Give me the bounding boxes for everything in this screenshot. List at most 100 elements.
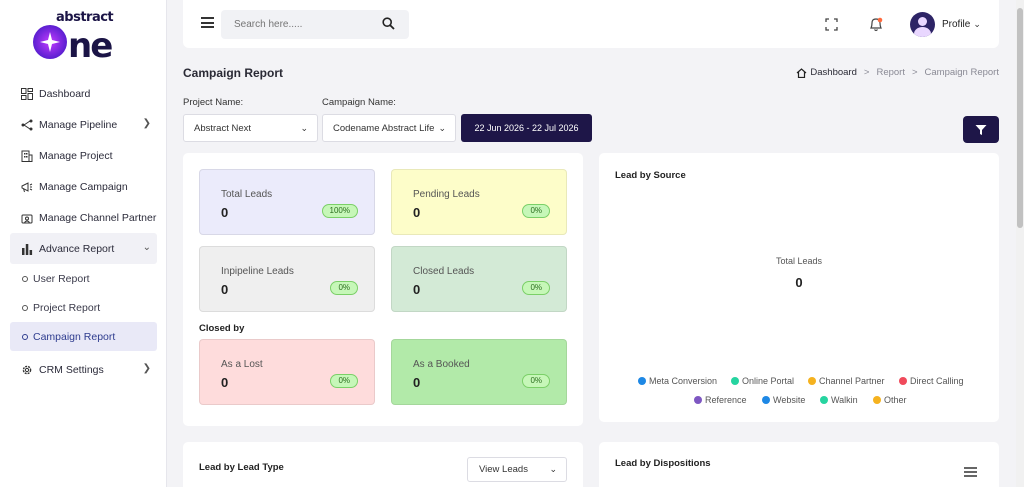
legend-dot	[762, 396, 770, 404]
stat-card-inpipeline-leads[interactable]: Inpipeline Leads 0 0%	[199, 246, 375, 312]
page-scrollbar[interactable]	[1016, 0, 1024, 487]
breadcrumb-item[interactable]: Report	[876, 67, 905, 78]
stat-percent-badge: 0%	[522, 204, 550, 218]
lead-by-dispositions-title: Lead by Dispositions	[615, 458, 711, 469]
legend-label: Walkin	[831, 395, 858, 405]
stat-card-booked[interactable]: As a Booked 0 0%	[391, 339, 567, 405]
stat-value: 0	[221, 282, 229, 297]
project-select[interactable]: Abstract Next ⌄	[183, 114, 318, 142]
search-input[interactable]	[221, 10, 371, 39]
lead-by-dispositions-panel	[599, 442, 999, 487]
notification-bell-icon[interactable]	[869, 17, 883, 35]
stat-label: Total Leads	[221, 189, 273, 200]
stat-percent-badge: 0%	[522, 281, 550, 295]
sidebar-subitem-label: User Report	[33, 272, 90, 285]
building-icon	[20, 149, 33, 162]
sidebar-subitem-user-report[interactable]: User Report	[10, 264, 157, 293]
stat-card-lost[interactable]: As a Lost 0 0%	[199, 339, 375, 405]
fullscreen-icon[interactable]	[825, 18, 838, 34]
brand-logo[interactable]: abstract ne	[30, 8, 140, 63]
legend-dot	[694, 396, 702, 404]
sidebar-subitem-label: Project Report	[33, 301, 101, 314]
legend-dot	[808, 377, 816, 385]
home-icon	[797, 67, 807, 78]
legend-item[interactable]: Channel Partner	[808, 376, 885, 386]
legend-dot	[820, 396, 828, 404]
chevron-right-icon: ❯	[142, 363, 151, 374]
legend-label: Website	[773, 395, 806, 405]
sidebar-item-manage-pipeline[interactable]: Manage Pipeline ❯	[10, 109, 157, 140]
gear-icon	[20, 363, 33, 376]
stat-percent-badge: 0%	[522, 374, 550, 388]
stat-label: As a Booked	[413, 359, 470, 370]
stat-card-closed-leads[interactable]: Closed Leads 0 0%	[391, 246, 567, 312]
campaign-name-label: Campaign Name:	[322, 97, 396, 108]
dashboard-icon	[20, 87, 33, 100]
scrollbar-thumb[interactable]	[1017, 8, 1023, 228]
sidebar-item-label: Manage Campaign	[39, 180, 128, 193]
legend-label: Direct Calling	[910, 376, 964, 386]
lead-by-type-title: Lead by Lead Type	[199, 462, 284, 473]
view-leads-label: View Leads	[479, 464, 528, 475]
stat-label: Pending Leads	[413, 189, 480, 200]
chevron-down-icon: ⌄	[142, 242, 151, 253]
legend-item[interactable]: Online Portal	[731, 376, 794, 386]
legend-item[interactable]: Meta Conversion	[638, 376, 717, 386]
legend-label: Online Portal	[742, 376, 795, 386]
profile-label: Profile	[942, 19, 971, 30]
bullet-icon	[22, 333, 28, 340]
legend-item[interactable]: Walkin	[820, 395, 858, 405]
filter-button[interactable]	[963, 116, 999, 143]
legend-item[interactable]: Other	[873, 395, 907, 405]
stat-value: 0	[413, 205, 421, 220]
lead-by-source-title: Lead by Source	[615, 170, 686, 181]
sidebar-item-manage-campaign[interactable]: Manage Campaign	[10, 171, 157, 202]
stat-label: Closed Leads	[413, 266, 475, 277]
sidebar-item-label: CRM Settings	[39, 363, 104, 376]
stat-percent-badge: 0%	[330, 374, 358, 388]
topbar: Profile ⌄	[183, 0, 999, 48]
handshake-icon	[20, 211, 33, 224]
sidebar-item-label: Manage Channel Partner	[39, 211, 157, 224]
view-leads-select[interactable]: View Leads ⌄	[467, 457, 567, 482]
sidebar-item-manage-channel-partner[interactable]: Manage Channel Partner	[10, 202, 157, 233]
donut-center-label: Total Leads	[775, 256, 823, 266]
sidebar-item-label: Advance Report	[39, 242, 115, 255]
sidebar-subitem-campaign-report[interactable]: Campaign Report	[10, 322, 157, 351]
breadcrumb-item: Campaign Report	[924, 67, 999, 78]
legend-item[interactable]: Direct Calling	[899, 376, 964, 386]
search-box	[221, 10, 409, 39]
sidebar-subitem-project-report[interactable]: Project Report	[10, 293, 157, 322]
legend-item[interactable]: Website	[762, 395, 805, 405]
legend-item[interactable]: Reference	[694, 395, 747, 405]
lead-by-source-panel	[599, 153, 999, 422]
sidebar-item-manage-project[interactable]: Manage Project	[10, 140, 157, 171]
stat-value: 0	[413, 282, 421, 297]
sidebar-item-dashboard[interactable]: Dashboard	[10, 78, 157, 109]
svg-text:ne: ne	[68, 26, 112, 63]
page-title: Campaign Report	[183, 66, 284, 80]
sidebar-nav: Dashboard Manage Pipeline ❯ Manage Proje…	[10, 78, 157, 385]
stat-value: 0	[221, 205, 229, 220]
search-icon[interactable]	[382, 17, 395, 33]
avatar	[910, 12, 935, 37]
chevron-down-icon: ⌄	[549, 464, 557, 474]
pipeline-icon	[20, 118, 33, 131]
stat-label: Inpipeline Leads	[221, 266, 294, 277]
legend-dot	[873, 396, 881, 404]
stat-card-total-leads[interactable]: Total Leads 0 100%	[199, 169, 375, 235]
profile-menu[interactable]: Profile ⌄	[910, 12, 981, 37]
breadcrumb-home[interactable]: Dashboard	[796, 67, 857, 78]
menu-toggle-icon[interactable]	[201, 17, 214, 28]
stat-card-pending-leads[interactable]: Pending Leads 0 0%	[391, 169, 567, 235]
sidebar-item-crm-settings[interactable]: CRM Settings ❯	[10, 354, 157, 385]
closed-by-heading: Closed by	[199, 323, 245, 334]
brand-one-wordmark: ne	[33, 25, 114, 63]
sidebar-item-advance-report[interactable]: Advance Report ⌄	[10, 233, 157, 264]
chart-menu-icon[interactable]	[964, 467, 977, 479]
project-name-label: Project Name:	[183, 97, 244, 108]
date-range-button[interactable]: 22 Jun 2026 - 22 Jul 2026	[461, 114, 592, 142]
campaign-select[interactable]: Codename Abstract Life ⌄	[322, 114, 456, 142]
breadcrumb-item: Dashboard	[810, 67, 857, 78]
stat-percent-badge: 100%	[321, 204, 358, 218]
